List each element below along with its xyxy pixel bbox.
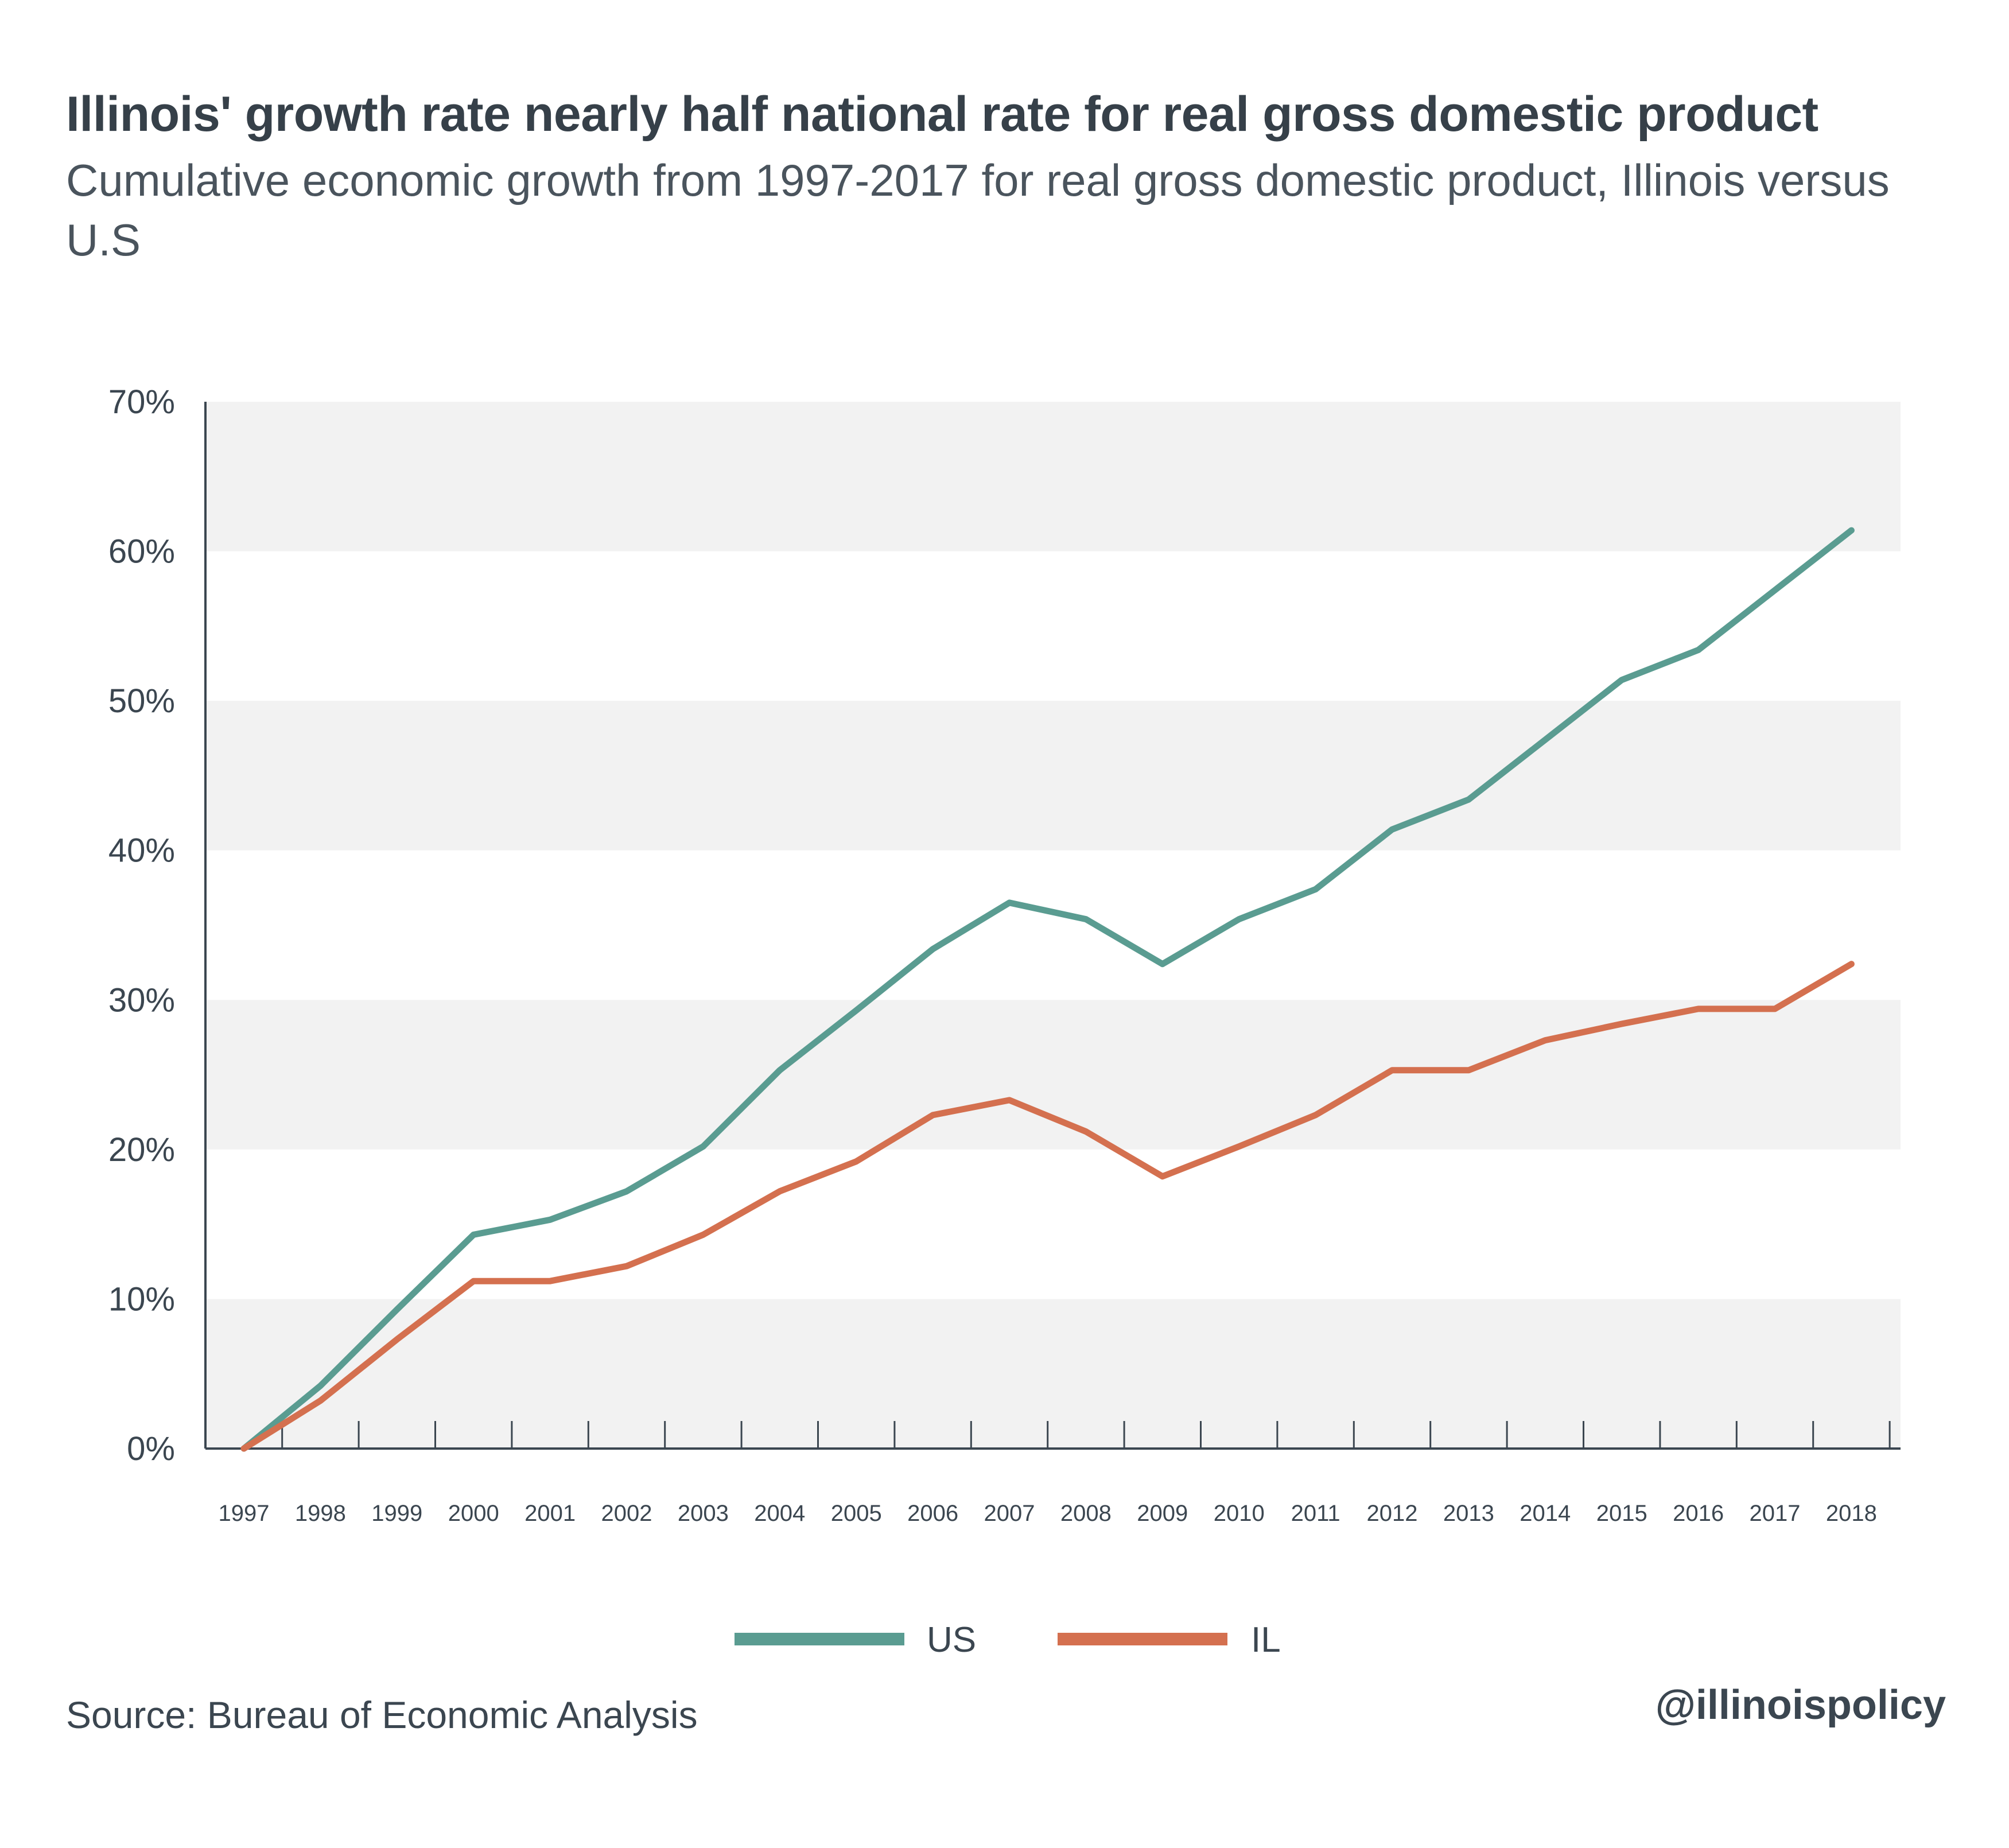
legend-swatch-us (735, 1633, 904, 1645)
y-axis: 0% 10% 20% 30% 40% 50% 60% 70% (108, 383, 207, 1467)
y-tick-label: 30% (108, 981, 175, 1019)
legend-label-us: US (927, 1620, 976, 1660)
x-axis: 1997 1998 1999 2000 2001 2002 2003 2004 2005 2006… (205, 1421, 1901, 1526)
x-tick-label: 2003 (678, 1501, 729, 1526)
y-tick-label: 0% (127, 1430, 175, 1467)
x-tick-label: 2008 (1060, 1501, 1112, 1526)
x-tick-label: 1998 (295, 1501, 346, 1526)
series-lines (240, 527, 1855, 1452)
legend-label-il: IL (1251, 1620, 1281, 1660)
social-handle: @illinoispolicy (1655, 1682, 1946, 1728)
x-tick-label: 2007 (984, 1501, 1035, 1526)
x-tick-label: 2002 (601, 1501, 652, 1526)
x-tick-label: 2005 (831, 1501, 882, 1526)
y-tick-label: 40% (108, 832, 175, 869)
y-tick-label: 70% (108, 383, 175, 421)
y-tick-label: 60% (108, 533, 175, 570)
x-tick-label: 2017 (1750, 1501, 1801, 1526)
grid-band (205, 1000, 1901, 1150)
legend-swatch-il (1058, 1633, 1227, 1645)
source-note: Source: Bureau of Economic Analysis (66, 1694, 698, 1736)
x-tick-label: 1999 (371, 1501, 422, 1526)
x-tick-label: 2011 (1291, 1501, 1340, 1526)
legend: US IL (735, 1620, 1281, 1660)
x-tick-label: 2010 (1214, 1501, 1265, 1526)
x-tick-label: 2012 (1367, 1501, 1418, 1526)
y-tick-label: 50% (108, 682, 175, 720)
y-tick-label: 20% (108, 1131, 175, 1168)
x-tick-label: 2013 (1443, 1501, 1494, 1526)
x-tick-label: 2006 (907, 1501, 958, 1526)
y-tick-label: 10% (108, 1280, 175, 1318)
x-tick-label: 1997 (219, 1501, 270, 1526)
series-line-us (240, 527, 1855, 1452)
x-tick-label: 2018 (1826, 1501, 1877, 1526)
chart-title: Illinois' growth rate nearly half nation… (66, 87, 1818, 142)
x-tick-label: 2004 (754, 1501, 805, 1526)
grid-band (205, 701, 1901, 851)
grid-bands (205, 402, 1901, 1449)
x-tick-label: 2000 (448, 1501, 499, 1526)
grid-band (205, 1299, 1901, 1449)
x-tick-label: 2009 (1137, 1501, 1188, 1526)
chart-subtitle: Cumulative economic growth from 1997-201… (66, 155, 1890, 265)
series-line-il (240, 961, 1855, 1452)
grid-band (205, 402, 1901, 552)
x-tick-label: 2014 (1520, 1501, 1571, 1526)
x-tick-label: 2016 (1673, 1501, 1724, 1526)
x-tick-label: 2001 (524, 1501, 576, 1526)
x-tick-label: 2015 (1596, 1501, 1647, 1526)
